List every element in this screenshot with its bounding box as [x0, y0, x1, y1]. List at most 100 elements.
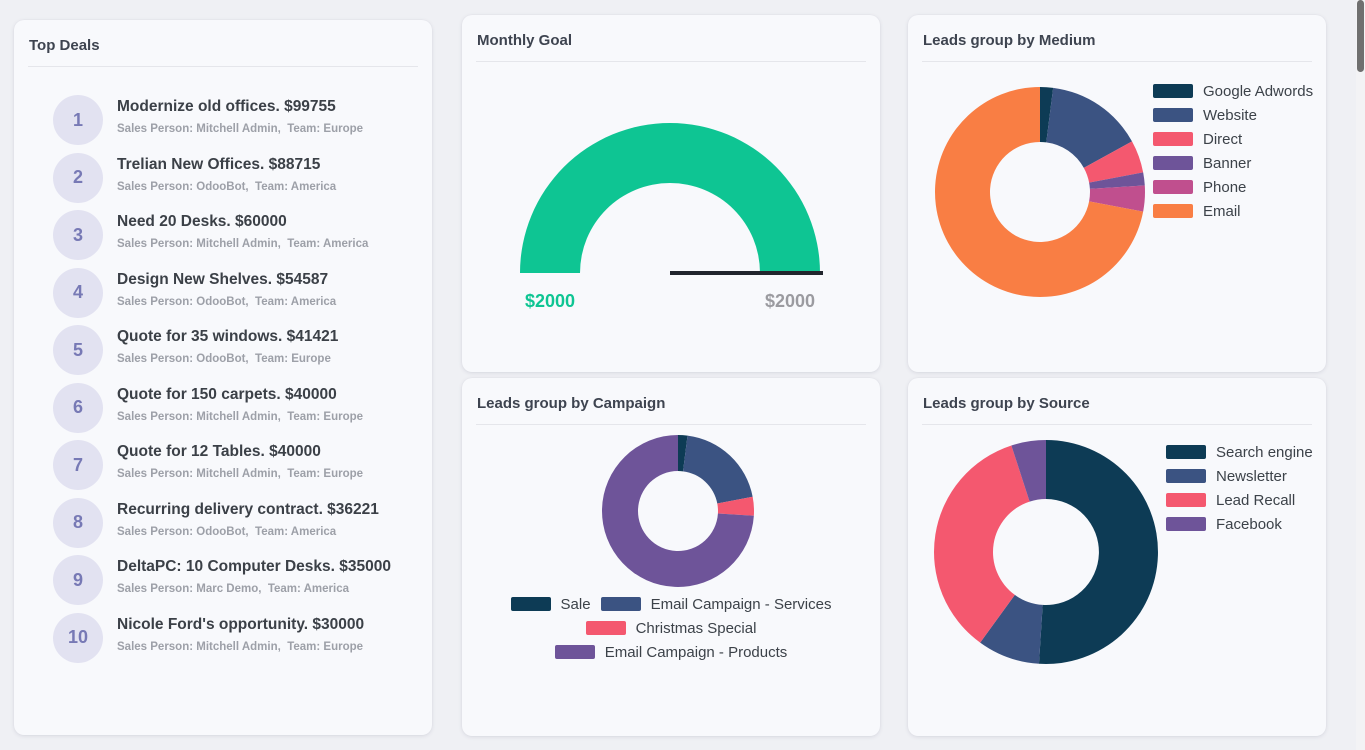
- monthly-goal-title: Monthly Goal: [477, 32, 572, 49]
- leads-by-medium-legend: Google Adwords Website Direct Banner Pho…: [1153, 79, 1313, 223]
- deal-list-item[interactable]: 4 Design New Shelves. $54587 Sales Perso…: [14, 267, 432, 318]
- leads-by-source-legend: Search engine Newsletter Lead Recall Fac…: [1166, 440, 1313, 536]
- deal-text: Quote for 12 Tables. $40000 Sales Person…: [117, 440, 363, 480]
- divider: [28, 66, 418, 67]
- legend-item: Lead Recall: [1166, 488, 1313, 512]
- deal-title: Recurring delivery contract. $36221: [117, 500, 379, 518]
- divider: [476, 61, 866, 62]
- goal-target-value: $2000: [764, 291, 816, 311]
- leads-by-source-card: Leads group by Source Search engine News…: [908, 378, 1326, 736]
- legend-swatch: [600, 597, 641, 611]
- deal-list-item[interactable]: 5 Quote for 35 windows. $41421 Sales Per…: [14, 325, 432, 375]
- monthly-goal-gauge[interactable]: [462, 15, 880, 371]
- deal-title: Trelian New Offices. $88715: [117, 155, 321, 173]
- deal-title: Nicole Ford's opportunity. $30000: [117, 615, 365, 633]
- legend-swatch: [1153, 108, 1193, 122]
- legend-row: Email Campaign - Products: [462, 640, 880, 664]
- legend-swatch: [1153, 132, 1193, 146]
- deal-list-item[interactable]: 6 Quote for 150 carpets. $40000 Sales Pe…: [14, 382, 432, 433]
- deal-list-item[interactable]: 3 Need 20 Desks. $60000 Sales Person: Mi…: [14, 210, 432, 260]
- legend-label: Lead Recall: [1216, 491, 1296, 509]
- legend-swatch: [1153, 180, 1193, 194]
- divider: [922, 424, 1312, 425]
- deal-rank-badge: 9: [53, 555, 103, 605]
- top-deals-list: 1 Modernize old offices. $99755 Sales Pe…: [14, 95, 432, 663]
- deal-list-item[interactable]: 9 DeltaPC: 10 Computer Desks. $35000 Sal…: [14, 555, 432, 605]
- legend-item: Email Campaign - Services: [600, 597, 831, 612]
- legend-item: Direct: [1153, 127, 1313, 151]
- legend-item: Facebook: [1166, 512, 1313, 536]
- legend-item: Banner: [1153, 151, 1313, 175]
- deal-title: Modernize old offices. $99755: [117, 98, 336, 115]
- leads-by-campaign-card: Leads group by Campaign Sale Email Campa…: [462, 378, 880, 736]
- leads-by-source-title: Leads group by Source: [923, 395, 1090, 412]
- legend-swatch: [1166, 469, 1206, 483]
- legend-swatch: [1153, 156, 1193, 170]
- goal-current-value: $2000: [524, 291, 576, 311]
- deal-text: Modernize old offices. $99755 Sales Pers…: [117, 95, 363, 135]
- deal-text: Trelian New Offices. $88715 Sales Person…: [117, 153, 336, 193]
- legend-label: Google Adwords: [1203, 82, 1314, 100]
- legend-swatch: [1166, 493, 1206, 507]
- deal-rank-badge: 5: [53, 325, 103, 375]
- deal-title: Quote for 150 carpets. $40000: [117, 385, 337, 403]
- leads-by-campaign-donut[interactable]: [462, 378, 880, 736]
- deal-rank-badge: 8: [53, 497, 103, 548]
- deal-list-item[interactable]: 1 Modernize old offices. $99755 Sales Pe…: [14, 95, 432, 145]
- deal-subtitle: Sales Person: Mitchell Admin, Team: Euro…: [117, 123, 364, 135]
- deal-title: Design New Shelves. $54587: [117, 270, 329, 288]
- legend-swatch: [554, 645, 595, 659]
- legend-label: Email Campaign - Products: [604, 643, 788, 661]
- leads-by-medium-card: Leads group by Medium Google Adwords Web…: [908, 15, 1326, 372]
- divider: [476, 424, 866, 425]
- legend-label: Christmas Special: [635, 619, 757, 637]
- deal-rank-badge: 3: [53, 210, 103, 260]
- legend-row: Sale Email Campaign - Services: [462, 592, 880, 616]
- legend-item: Christmas Special: [585, 619, 757, 637]
- legend-row: Christmas Special: [462, 616, 880, 640]
- divider: [922, 61, 1312, 62]
- deal-subtitle: Sales Person: OdooBot, Team: America: [117, 180, 337, 193]
- deal-subtitle: Sales Person: OdooBot, Team: America: [117, 525, 337, 538]
- legend-swatch: [1153, 84, 1193, 98]
- deal-list-item[interactable]: 2 Trelian New Offices. $88715 Sales Pers…: [14, 152, 432, 203]
- leads-by-medium-donut[interactable]: [908, 15, 1326, 371]
- deal-subtitle: Sales Person: Mitchell Admin, Team: Euro…: [117, 640, 364, 653]
- legend-swatch: [1153, 204, 1193, 218]
- legend-item: Newsletter: [1166, 464, 1313, 488]
- deal-rank-badge: 10: [53, 612, 103, 663]
- deal-subtitle: Sales Person: Mitchell Admin, Team: Amer…: [117, 238, 369, 250]
- deal-text: DeltaPC: 10 Computer Desks. $35000 Sales…: [117, 555, 391, 595]
- legend-item: Email: [1153, 199, 1313, 223]
- page-scrollbar[interactable]: [1356, 0, 1365, 750]
- deal-subtitle: Sales Person: Mitchell Admin, Team: Euro…: [117, 468, 364, 480]
- deal-rank-badge: 2: [53, 152, 103, 203]
- legend-label: Banner: [1203, 154, 1252, 172]
- legend-item: Google Adwords: [1153, 79, 1313, 103]
- legend-item: Phone: [1153, 175, 1313, 199]
- deal-subtitle: Sales Person: Marc Demo, Team: America: [117, 583, 350, 595]
- deal-text: Quote for 150 carpets. $40000 Sales Pers…: [117, 383, 363, 423]
- deal-text: Need 20 Desks. $60000 Sales Person: Mitc…: [117, 210, 368, 250]
- deal-list-item[interactable]: 10 Nicole Ford's opportunity. $30000 Sal…: [14, 612, 432, 663]
- deal-list-item[interactable]: 7 Quote for 12 Tables. $40000 Sales Pers…: [14, 440, 432, 490]
- deal-subtitle: Sales Person: OdooBot, Team: Europe: [117, 353, 331, 365]
- legend-swatch: [1166, 445, 1206, 459]
- legend-swatch: [1166, 517, 1206, 531]
- leads-by-source-donut[interactable]: [908, 378, 1326, 736]
- top-deals-card: Top Deals 1 Modernize old offices. $9975…: [14, 20, 432, 735]
- legend-label: Newsletter: [1216, 467, 1287, 485]
- deal-text: Recurring delivery contract. $36221 Sale…: [117, 498, 379, 538]
- deal-list-item[interactable]: 8 Recurring delivery contract. $36221 Sa…: [14, 497, 432, 548]
- leads-by-medium-title: Leads group by Medium: [923, 32, 1096, 49]
- top-deals-title: Top Deals: [29, 37, 100, 54]
- legend-label: Phone: [1203, 178, 1247, 196]
- deal-rank-badge: 6: [53, 382, 103, 433]
- legend-swatch: [585, 621, 626, 635]
- deal-subtitle: Sales Person: Mitchell Admin, Team: Euro…: [117, 410, 364, 423]
- legend-label: Search engine: [1216, 443, 1313, 461]
- leads-by-campaign-legend: Sale Email Campaign - Services Christmas…: [462, 592, 880, 664]
- scrollbar-thumb[interactable]: [1357, 0, 1364, 72]
- leads-by-campaign-title: Leads group by Campaign: [477, 395, 666, 412]
- deal-rank-badge: 7: [53, 440, 103, 490]
